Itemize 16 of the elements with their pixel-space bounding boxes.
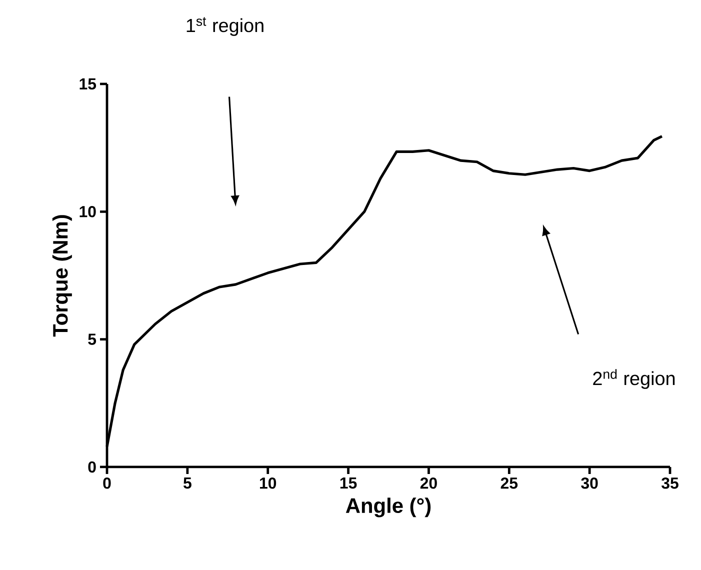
x-tick-label: 25 bbox=[500, 478, 518, 489]
text: 1$^{st}$ region bbox=[186, 17, 264, 36]
x-tick-label: 35 bbox=[662, 478, 678, 489]
y-tick-label: 10 bbox=[80, 206, 96, 218]
x-tick-label: 20 bbox=[420, 478, 437, 489]
x-tick-label: 15 bbox=[340, 478, 357, 489]
x-tick-label: 5 bbox=[183, 478, 192, 489]
y-tick-label: 5 bbox=[88, 334, 96, 345]
y-axis-title: Torque (Nm) bbox=[52, 215, 72, 337]
y-tick-label: 15 bbox=[80, 78, 96, 90]
x-tick-label: 30 bbox=[581, 478, 598, 489]
annotation: 2$^{nd}$ region bbox=[593, 369, 675, 389]
x-tick-label: 10 bbox=[260, 478, 276, 489]
x-axis-title: Angle (°) bbox=[346, 498, 431, 518]
y-tick-label: 0 bbox=[88, 461, 96, 473]
x-tick-label: 0 bbox=[103, 478, 111, 489]
